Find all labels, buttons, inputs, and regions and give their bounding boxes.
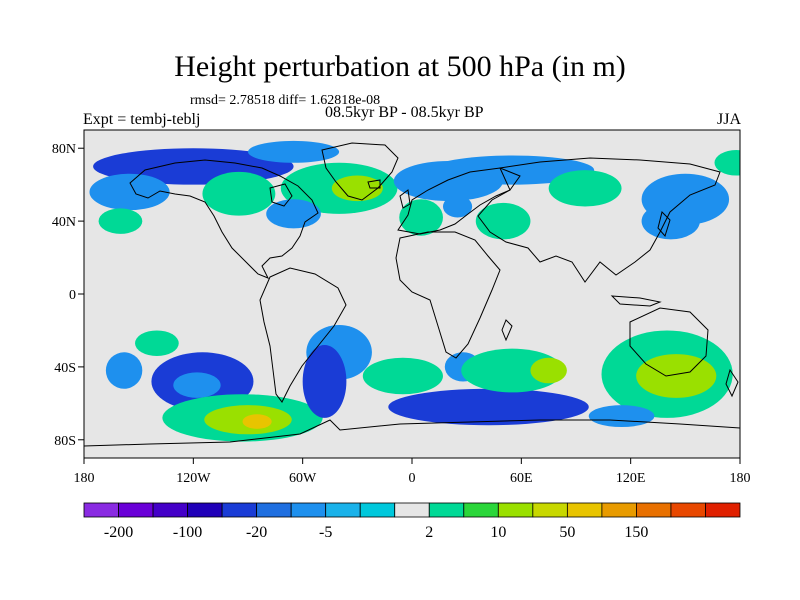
colorbar-swatch-9 xyxy=(394,502,430,518)
contour-region-31 xyxy=(98,208,143,234)
coastline-madagascar xyxy=(501,319,513,342)
contour-region-5 xyxy=(242,414,272,429)
colorbar-swatch-7 xyxy=(325,502,361,518)
contour-region-8 xyxy=(302,345,347,418)
contour-region-10 xyxy=(388,388,589,426)
contour-region-26 xyxy=(442,195,473,218)
colorbar-label-0: -200 xyxy=(104,524,133,541)
coastline-north-america xyxy=(129,159,319,279)
coastline-australia xyxy=(629,307,709,377)
map-panel xyxy=(83,129,741,459)
contour-region-28 xyxy=(548,170,622,207)
coastline-south-america xyxy=(259,267,347,403)
contour-fill-layer xyxy=(89,140,740,442)
lon-tick-label-3: 0 xyxy=(409,471,416,486)
colorbar-swatch-3 xyxy=(187,502,223,518)
colorbar-label-2: -20 xyxy=(246,524,267,541)
contour-region-9 xyxy=(362,357,443,395)
coastline-japan xyxy=(657,211,671,238)
colorbar-label-7: 150 xyxy=(624,524,648,541)
contour-region-32 xyxy=(714,150,740,176)
lon-tick-label-0: 180 xyxy=(74,471,95,486)
contour-region-1 xyxy=(173,372,221,398)
colorbar-swatch-10 xyxy=(428,502,465,518)
lat-tick-label-4: 80S xyxy=(54,434,76,449)
lat-tick-label-2: 0 xyxy=(69,288,76,303)
colorbar-swatch-17 xyxy=(670,502,706,518)
coastline-hudson-bay xyxy=(269,183,293,207)
colorbar-swatch-4 xyxy=(221,502,258,518)
experiment-label: Expt = tembj-teblj xyxy=(83,111,201,128)
colorbar-swatch-8 xyxy=(359,502,396,518)
lon-tick-label-2: 60W xyxy=(289,471,317,486)
map-title: Height perturbation at 500 hPa (in m) xyxy=(174,50,626,83)
colorbar-label-4: 2 xyxy=(425,524,433,541)
coastline-antarctica xyxy=(84,419,740,447)
lat-tick-label-1: 40N xyxy=(52,215,76,230)
coastline-layer xyxy=(84,142,740,447)
colorbar-label-5: 10 xyxy=(490,524,506,541)
lon-tick-label-5: 120E xyxy=(616,471,646,486)
longitude-ticks: 180 120W 60W 0 60E 120E 180 xyxy=(74,458,751,486)
colorbar-swatch-13 xyxy=(532,502,568,518)
colorbar-swatch-12 xyxy=(497,502,534,518)
colorbar-swatch-14 xyxy=(566,502,603,518)
contour-region-16 xyxy=(588,405,655,428)
colorbar-label-3: -5 xyxy=(319,524,332,541)
lon-tick-label-4: 60E xyxy=(510,471,533,486)
coastline-iceland xyxy=(367,179,381,189)
lat-tick-label-0: 80N xyxy=(52,142,76,157)
season-label: JJA xyxy=(716,111,741,128)
contour-region-18 xyxy=(89,173,170,211)
contour-region-19 xyxy=(202,171,276,216)
coastline-indonesia xyxy=(610,295,662,307)
coastline-europe xyxy=(397,167,521,235)
contour-region-13 xyxy=(530,357,567,384)
coastline-asia xyxy=(477,157,721,283)
contour-region-2 xyxy=(105,352,143,389)
colorbar-swatch-16 xyxy=(636,502,672,518)
contour-region-12 xyxy=(461,348,564,393)
colorbar-swatch-0 xyxy=(83,502,119,518)
colorbar-swatch-5 xyxy=(256,502,292,518)
latitude-ticks: 80N 40N 0 40S 80S xyxy=(52,142,84,449)
colorbar-swatch-6 xyxy=(290,502,327,518)
contour-region-15 xyxy=(636,354,717,398)
colorbar-label-6: 50 xyxy=(559,524,575,541)
colorbar-swatch-11 xyxy=(463,502,499,518)
colorbar-label-1: -100 xyxy=(173,524,202,541)
contour-region-22 xyxy=(266,199,321,229)
coastline-new-zealand xyxy=(725,368,739,398)
period-label: 08.5kyr BP - 08.5kyr BP xyxy=(325,104,484,121)
contour-region-6 xyxy=(135,330,179,356)
colorbar: -200 -100 -20 -5 2 10 50 150 xyxy=(83,502,741,541)
colorbar-swatch-2 xyxy=(152,502,188,518)
colorbar-swatch-18 xyxy=(705,502,741,518)
contour-region-33 xyxy=(247,140,340,163)
contour-region-24 xyxy=(430,155,595,185)
colorbar-swatch-15 xyxy=(601,502,637,518)
contour-region-27 xyxy=(475,202,531,240)
lon-tick-label-6: 180 xyxy=(730,471,751,486)
coastline-africa xyxy=(395,231,501,359)
lon-tick-label-1: 120W xyxy=(176,471,211,486)
colorbar-swatch-1 xyxy=(118,502,154,518)
coastline-uk xyxy=(399,189,411,209)
rmsd-diff-stats: rmsd= 2.78518 diff= 1.62818e-08 xyxy=(190,93,381,108)
lat-tick-label-3: 40S xyxy=(54,361,76,376)
